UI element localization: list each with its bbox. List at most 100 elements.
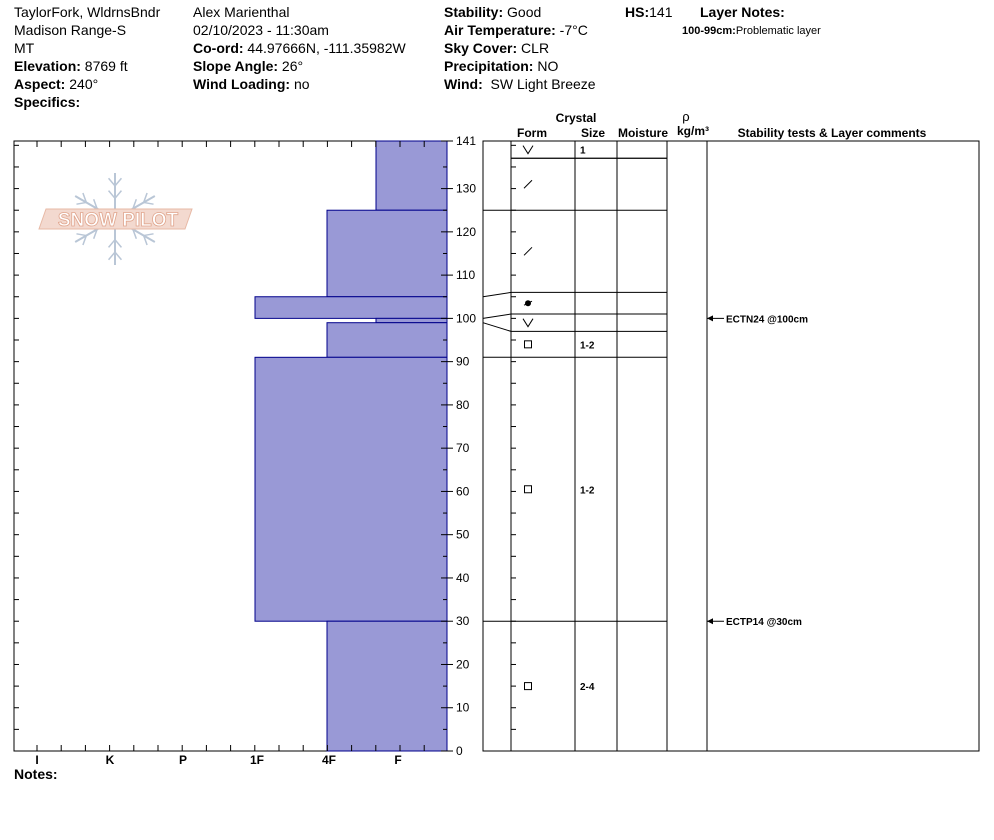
hardness-axis-label: 1F <box>250 753 264 767</box>
snowflake-branch <box>142 235 148 246</box>
snowflake-branch <box>107 177 116 187</box>
comments-header: Stability tests & Layer comments <box>738 126 927 140</box>
elevation: Elevation: 8769 ft <box>14 58 128 74</box>
coordinates: Co-ord: 44.97666N, -111.35982W <box>193 40 406 56</box>
height-tick-label: 0 <box>456 744 463 758</box>
layer-table-frame <box>482 140 980 752</box>
stability-test-label: ECTP14 @30cm <box>726 617 802 628</box>
precipitation: Precipitation: NO <box>444 58 559 74</box>
hardness-axis-label: 4F <box>322 753 336 767</box>
conditions-info: Stability: Good Air Temperature: -7°C Sk… <box>444 3 596 93</box>
density-symbol: ρ <box>682 109 689 124</box>
grain-size-value: 2-4 <box>580 682 595 693</box>
hardness-axis-label: F <box>394 753 401 767</box>
height-tick-label: 90 <box>456 355 470 369</box>
height-tick-label: 70 <box>456 441 470 455</box>
faceted-crystal-icon <box>524 485 532 494</box>
stability-test-arrow <box>707 618 713 625</box>
crystal-header: Crystal <box>556 111 597 125</box>
logo-text: SNOW PILOT <box>58 210 179 231</box>
height-tick-label: 30 <box>456 614 470 628</box>
height-tick-label: 10 <box>456 701 470 715</box>
height-tick-label: 141 <box>456 134 476 148</box>
layer-notes-title: Layer Notes: <box>700 4 785 20</box>
site-info: TaylorFork, WldrnsBndr Madison Range-S M… <box>14 3 160 111</box>
snowflake-branch <box>142 192 148 203</box>
snowflake-branch <box>114 239 123 248</box>
snowflake-branch <box>132 198 138 209</box>
wind: Wind: SW Light Breeze <box>444 76 596 92</box>
density-unit: kg/m³ <box>677 124 709 138</box>
snowflake-branch <box>132 229 138 240</box>
snowflake-branch <box>143 201 154 205</box>
height-tick-label: 80 <box>456 398 470 412</box>
snowflake-branch <box>107 251 116 261</box>
height-tick-label: 130 <box>456 182 476 196</box>
hardness-bar <box>375 140 448 211</box>
snowpilot-logo: SNOW PILOT <box>38 173 193 265</box>
height-tick-label: 120 <box>456 225 476 239</box>
layer-note: 100-99cm:Problematic layer <box>682 25 821 37</box>
height-tick-label: 50 <box>456 528 470 542</box>
stability-test-label: ECTN24 @100cm <box>726 314 808 325</box>
observer-name: Alex Marienthal <box>193 4 290 20</box>
snow-height: HS:141 <box>625 4 673 20</box>
grain-size-value: 1-2 <box>580 340 595 351</box>
snowflake-branch <box>114 190 123 199</box>
hardness-bar <box>326 322 448 358</box>
height-tick-label: 40 <box>456 571 470 585</box>
layer-connector-line <box>482 322 512 332</box>
decomposing-fragment-icon <box>523 246 533 256</box>
stability: Stability: Good <box>444 4 542 20</box>
stability-test-arrow <box>707 315 713 322</box>
logo-band <box>38 208 193 230</box>
location-name: TaylorFork, WldrnsBndr <box>14 4 161 20</box>
snowflake-branch <box>82 192 88 203</box>
observation-info: Alex Marienthal 02/10/2023 - 11:30am Co-… <box>193 3 406 93</box>
faceted-crystal-icon <box>524 682 532 691</box>
snowflake-branch <box>114 177 123 187</box>
snowflake-branch <box>82 235 88 246</box>
notes-label: Notes: <box>14 766 58 782</box>
faceted-crystal-icon <box>524 340 532 349</box>
grain-size-value: 1-2 <box>580 485 595 496</box>
snowflake-branch <box>92 229 98 240</box>
hardness-bar <box>254 356 448 622</box>
snowflake-branch <box>76 201 87 205</box>
observation-datetime: 02/10/2023 - 11:30am <box>193 22 329 38</box>
specifics: Specifics: <box>14 94 81 110</box>
layer-connector-line <box>482 313 512 319</box>
mountain-range: Madison Range-S <box>14 22 127 38</box>
snowflake-branch <box>92 198 98 209</box>
height-tick-label: 60 <box>456 484 470 498</box>
snowflake-branch <box>114 251 123 261</box>
snowflake-branch <box>107 239 116 248</box>
hardness-axis-label: P <box>179 753 187 767</box>
moisture-header: Moisture <box>618 126 668 140</box>
snowflake-branch <box>143 233 154 237</box>
precip-particle-icon <box>522 145 534 155</box>
sky-cover: Sky Cover: CLR <box>444 40 550 56</box>
hardness-axis-label: K <box>106 753 115 767</box>
state: MT <box>14 40 35 56</box>
hardness-bar <box>326 209 448 298</box>
aspect: Aspect: 240° <box>14 76 99 92</box>
melt-freeze-icon-bar <box>523 300 533 306</box>
slope-angle: Slope Angle: 26° <box>193 58 304 74</box>
hardness-bar <box>375 317 448 324</box>
wind-loading: Wind Loading: no <box>193 76 310 92</box>
precip-particle-icon <box>522 318 534 328</box>
snowflake-branch <box>76 233 87 237</box>
height-tick-label: 110 <box>456 268 475 282</box>
decomposing-fragment-icon <box>523 179 533 189</box>
height-tick-label: 20 <box>456 657 470 671</box>
size-header: Size <box>581 126 605 140</box>
hardness-bar <box>326 620 448 752</box>
air-temperature: Air Temperature: -7°C <box>444 22 588 38</box>
hardness-axis-label: I <box>35 753 38 767</box>
height-tick-label: 100 <box>456 311 476 325</box>
snowflake-branch <box>107 190 116 199</box>
grain-size-value: 1 <box>580 146 586 157</box>
layer-connector-line <box>482 291 512 298</box>
